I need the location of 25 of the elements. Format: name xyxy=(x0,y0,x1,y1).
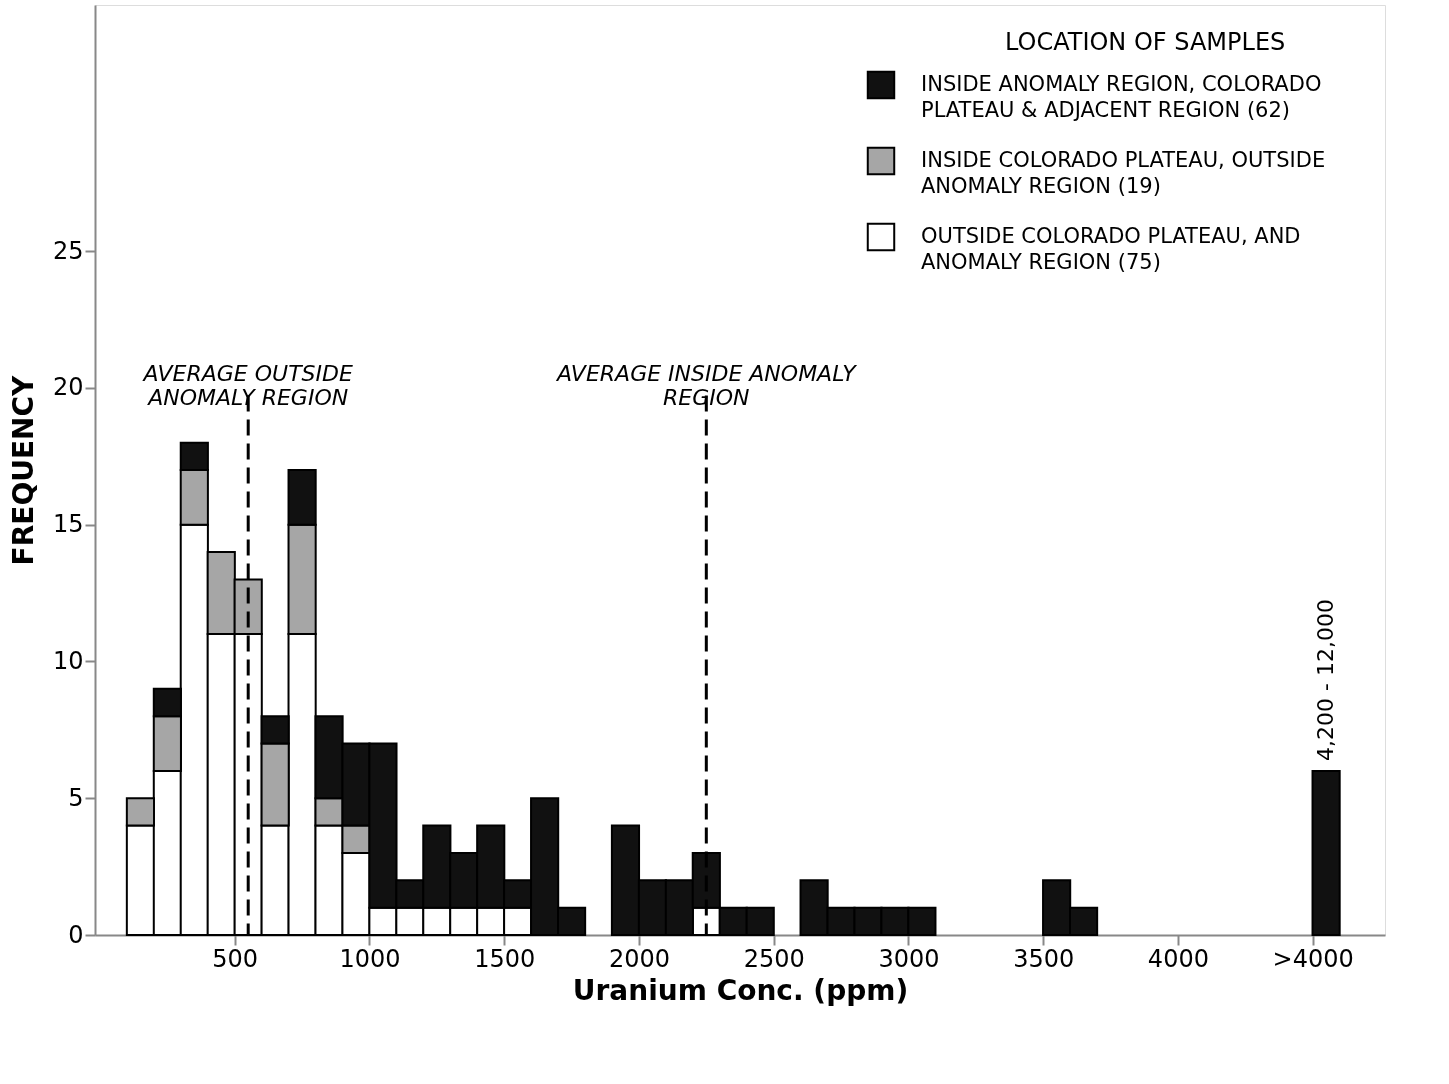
x-tick-label: 3500 xyxy=(1013,944,1075,973)
y-tick-label: 5 xyxy=(68,783,84,812)
legend-label: INSIDE ANOMALY REGION, COLORADO PLATEAU & ADJACENT REGION (62) xyxy=(921,72,1322,122)
bar xyxy=(1311,769,1341,936)
ref-line-label: AVERAGE INSIDE ANOMALY REGION xyxy=(554,361,858,411)
x-tick-label: 3000 xyxy=(878,944,940,973)
x-tick-label: 4000 xyxy=(1147,944,1209,973)
y-axis-title: FREQUENCY xyxy=(6,374,40,566)
legend-label: INSIDE COLORADO PLATEAU, OUTSIDE ANOMALY REGION (19) xyxy=(921,148,1326,198)
y-tick-label: 15 xyxy=(52,510,84,539)
x-tick-label: 1500 xyxy=(474,944,536,973)
x-tick-label: >4000 xyxy=(1272,944,1354,973)
y-tick-label: 10 xyxy=(52,646,84,675)
x-tick-label: 2500 xyxy=(743,944,805,973)
legend-title: LOCATION OF SAMPLES xyxy=(1005,28,1286,56)
y-tick-label: 20 xyxy=(52,373,84,402)
x-tick-label: 500 xyxy=(212,944,259,973)
y-tick-label: 0 xyxy=(68,920,84,949)
x-tick-label: 1000 xyxy=(339,944,401,973)
x-tick-label: 2000 xyxy=(608,944,670,973)
annotation: 4,200 - 12,000 xyxy=(1313,598,1339,761)
ref-line-label: AVERAGE OUTSIDE ANOMALY REGION xyxy=(141,361,353,411)
x-axis-title: Uranium Conc. (ppm) xyxy=(572,973,909,1007)
y-tick-label: 25 xyxy=(52,236,84,265)
legend-label: OUTSIDE COLORADO PLATEAU, AND ANOMALY REGION (75) xyxy=(921,224,1301,274)
